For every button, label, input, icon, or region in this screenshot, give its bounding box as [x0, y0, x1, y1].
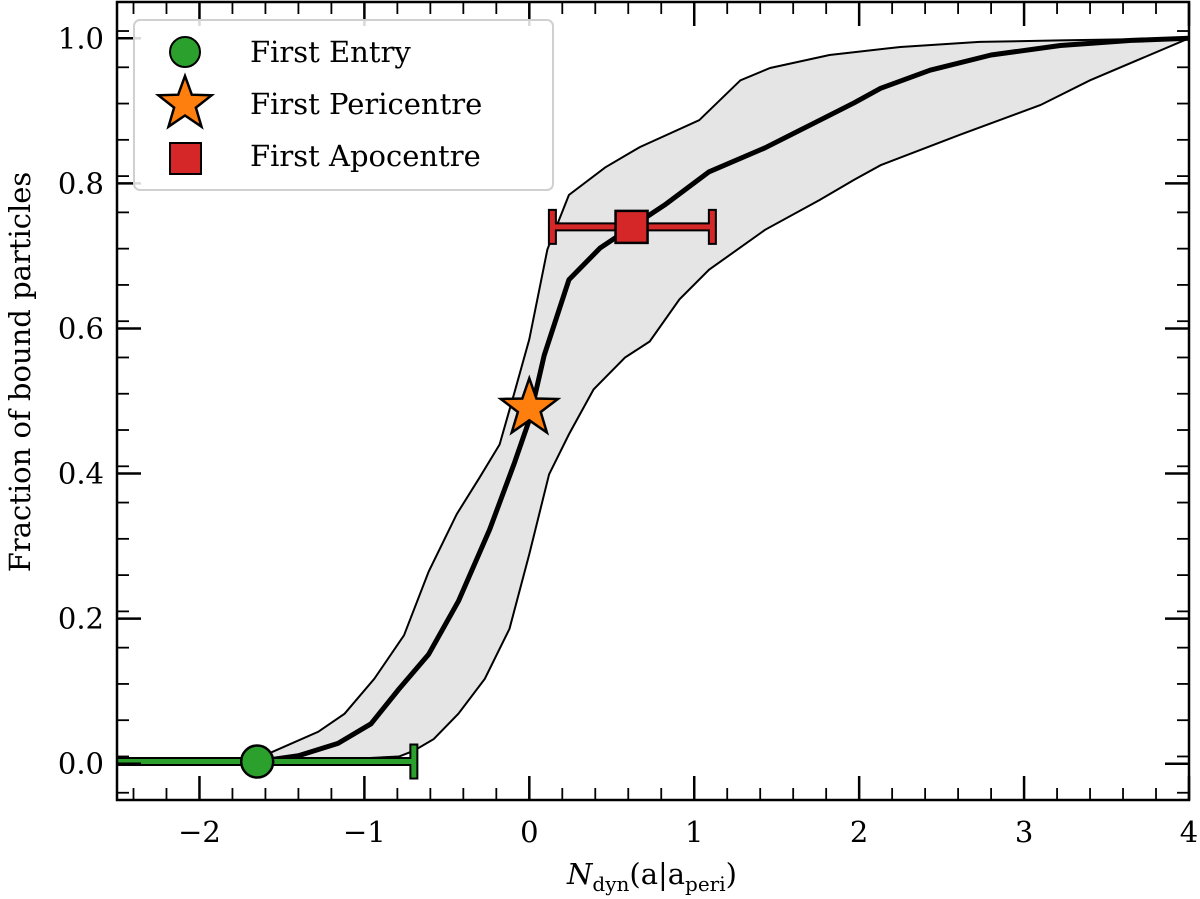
x-tick-label: 2	[850, 815, 868, 849]
legend-item-first-apocentre: First Apocentre	[169, 139, 481, 175]
legend-item-first-entry: First Entry	[169, 35, 411, 69]
tick-labels: −2 −1 0 1 2 3 4 0.0 0.2 0.4 0.6 0.8 1.0	[58, 21, 1198, 849]
median-line	[256, 35, 1189, 765]
green-circle-icon	[239, 744, 275, 779]
red-square-icon	[169, 142, 202, 175]
y-tick-label: 0.0	[58, 747, 104, 781]
band-upper-line	[256, 37, 1189, 760]
axis-ticks	[117, 2, 1191, 800]
legend: First Entry First Pericentre First Apoce…	[133, 19, 554, 191]
markers	[117, 208, 717, 780]
band-fill	[257, 38, 1189, 764]
legend-label: First Apocentre	[250, 139, 481, 173]
y-tick-label: 0.8	[58, 166, 104, 200]
legend-label: First Pericentre	[250, 87, 482, 121]
x-tick-label: −1	[343, 815, 386, 849]
first-pericentre-marker	[497, 374, 562, 436]
legend-label: First Entry	[250, 35, 411, 69]
axes-frame	[115, 0, 1191, 802]
x-tick-label: 4	[1180, 815, 1198, 849]
orange-star-icon	[154, 72, 216, 130]
first-apocentre-marker	[547, 208, 717, 245]
green-circle-icon	[169, 36, 201, 68]
orange-star-icon	[497, 374, 562, 436]
x-axis-label: Ndyn(a|aperi)	[566, 857, 737, 896]
legend-item-first-pericentre: First Pericentre	[154, 72, 482, 130]
x-tick-label: 3	[1015, 815, 1033, 849]
y-tick-label: 0.6	[58, 311, 104, 345]
red-square-icon	[614, 209, 649, 245]
confidence-band	[256, 35, 1189, 765]
y-axis-label: Fraction of bound particles	[3, 172, 37, 573]
x-tick-label: 1	[685, 815, 703, 849]
legend-box	[133, 19, 554, 191]
x-tick-label: −2	[178, 815, 221, 849]
x-tick-label: 0	[520, 815, 538, 849]
first-entry-marker	[117, 743, 419, 780]
y-tick-label: 0.2	[58, 602, 104, 636]
band-lower-line	[257, 37, 1189, 765]
y-tick-label: 0.4	[58, 457, 104, 491]
y-tick-label: 1.0	[58, 21, 104, 55]
